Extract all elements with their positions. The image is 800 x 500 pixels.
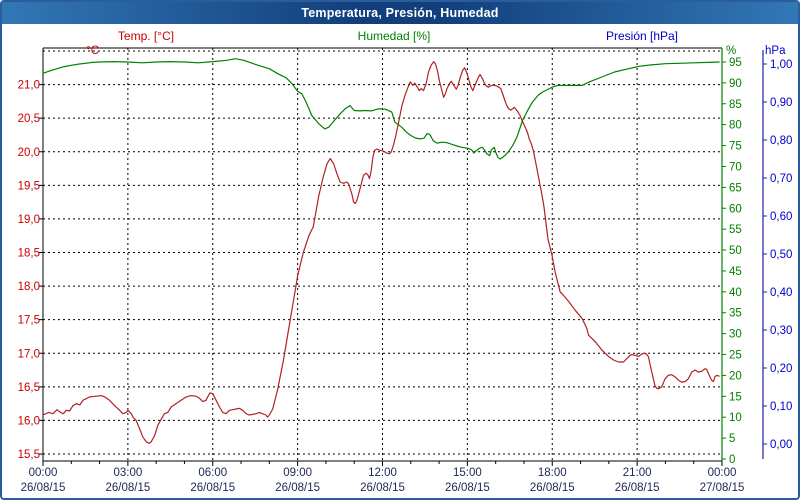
humidity-tick-label: 90	[729, 78, 742, 90]
pressure-tick-label: 0,20	[770, 363, 792, 375]
temp-series-line	[42, 61, 720, 444]
humidity-tick-label: 55	[729, 224, 742, 236]
x-date-label: 26/08/15	[190, 482, 235, 494]
temp-tick-label: 17,0	[18, 348, 40, 360]
temp-tick-label: 16,0	[18, 415, 40, 427]
pressure-tick-label: 0,90	[770, 97, 792, 109]
humidity-unit-label: %	[726, 45, 736, 57]
legend-pressure: Presión [hPa]	[605, 29, 679, 43]
humidity-tick-label: 30	[729, 329, 742, 341]
x-time-label: 18:00	[538, 467, 567, 479]
pressure-tick-label: 0,40	[770, 287, 792, 299]
pressure-tick-label: 1,00	[770, 59, 792, 71]
pressure-tick-label: 0,60	[770, 211, 792, 223]
x-date-label: 26/08/15	[275, 482, 320, 494]
humidity-tick-label: 40	[729, 287, 742, 299]
x-time-label: 12:00	[368, 467, 397, 479]
x-date-label: 26/08/15	[530, 482, 575, 494]
chart-title-bar: Temperatura, Presión, Humedad	[2, 2, 798, 24]
humidity-tick-label: 15	[729, 391, 742, 403]
x-time-label: 00:00	[29, 467, 58, 479]
x-date-label: 26/08/15	[360, 482, 405, 494]
temp-tick-label: 15,5	[18, 449, 40, 461]
legend-temperature: Temp. [°C]	[117, 29, 175, 43]
humidity-tick-label: 85	[729, 99, 742, 111]
humidity-tick-label: 5	[729, 433, 735, 445]
humidity-tick-label: 35	[729, 308, 742, 320]
humidity-tick-label: 65	[729, 182, 742, 194]
temp-tick-label: 20,5	[18, 113, 40, 125]
x-time-label: 06:00	[198, 467, 227, 479]
temp-tick-label: 17,5	[18, 315, 40, 327]
pressure-tick-label: 0,30	[770, 325, 792, 337]
temp-tick-label: 20,0	[18, 147, 40, 159]
temp-tick-label: 21,0	[18, 80, 40, 92]
x-time-label: 15:00	[453, 467, 482, 479]
pressure-tick-label: 0,00	[770, 439, 792, 451]
x-date-label: 26/08/15	[21, 482, 66, 494]
humidity-tick-label: 80	[729, 120, 742, 132]
pressure-tick-label: 0,70	[770, 173, 792, 185]
pressure-unit-label: hPa	[765, 45, 786, 57]
x-time-label: 03:00	[113, 467, 142, 479]
humidity-series-line	[42, 58, 720, 160]
x-date-label: 27/08/15	[700, 482, 745, 494]
humidity-tick-label: 0	[729, 454, 735, 466]
pressure-tick-label: 0,80	[770, 135, 792, 147]
x-date-label: 26/08/15	[105, 482, 150, 494]
x-time-label: 09:00	[283, 467, 312, 479]
temp-tick-label: 18,0	[18, 281, 40, 293]
humidity-tick-label: 10	[729, 412, 742, 424]
humidity-tick-label: 50	[729, 245, 742, 257]
legend-humidity: Humedad [%]	[357, 29, 431, 43]
temp-tick-label: 18,5	[18, 248, 40, 260]
x-time-label: 21:00	[623, 467, 652, 479]
humidity-tick-label: 60	[729, 203, 742, 215]
x-time-label: 00:00	[708, 467, 737, 479]
humidity-tick-label: 20	[729, 370, 742, 382]
x-date-label: 26/08/15	[615, 482, 660, 494]
humidity-tick-label: 70	[729, 161, 742, 173]
pressure-tick-label: 0,50	[770, 249, 792, 261]
pressure-tick-label: 0,10	[770, 401, 792, 413]
humidity-tick-label: 45	[729, 266, 742, 278]
temp-unit-label: °C	[86, 45, 99, 57]
humidity-tick-label: 95	[729, 57, 742, 69]
x-date-label: 26/08/15	[445, 482, 490, 494]
temp-tick-label: 19,0	[18, 214, 40, 226]
temp-tick-label: 16,5	[18, 382, 40, 394]
humidity-tick-label: 75	[729, 141, 742, 153]
humidity-tick-label: 25	[729, 350, 742, 362]
temp-tick-label: 19,5	[18, 180, 40, 192]
